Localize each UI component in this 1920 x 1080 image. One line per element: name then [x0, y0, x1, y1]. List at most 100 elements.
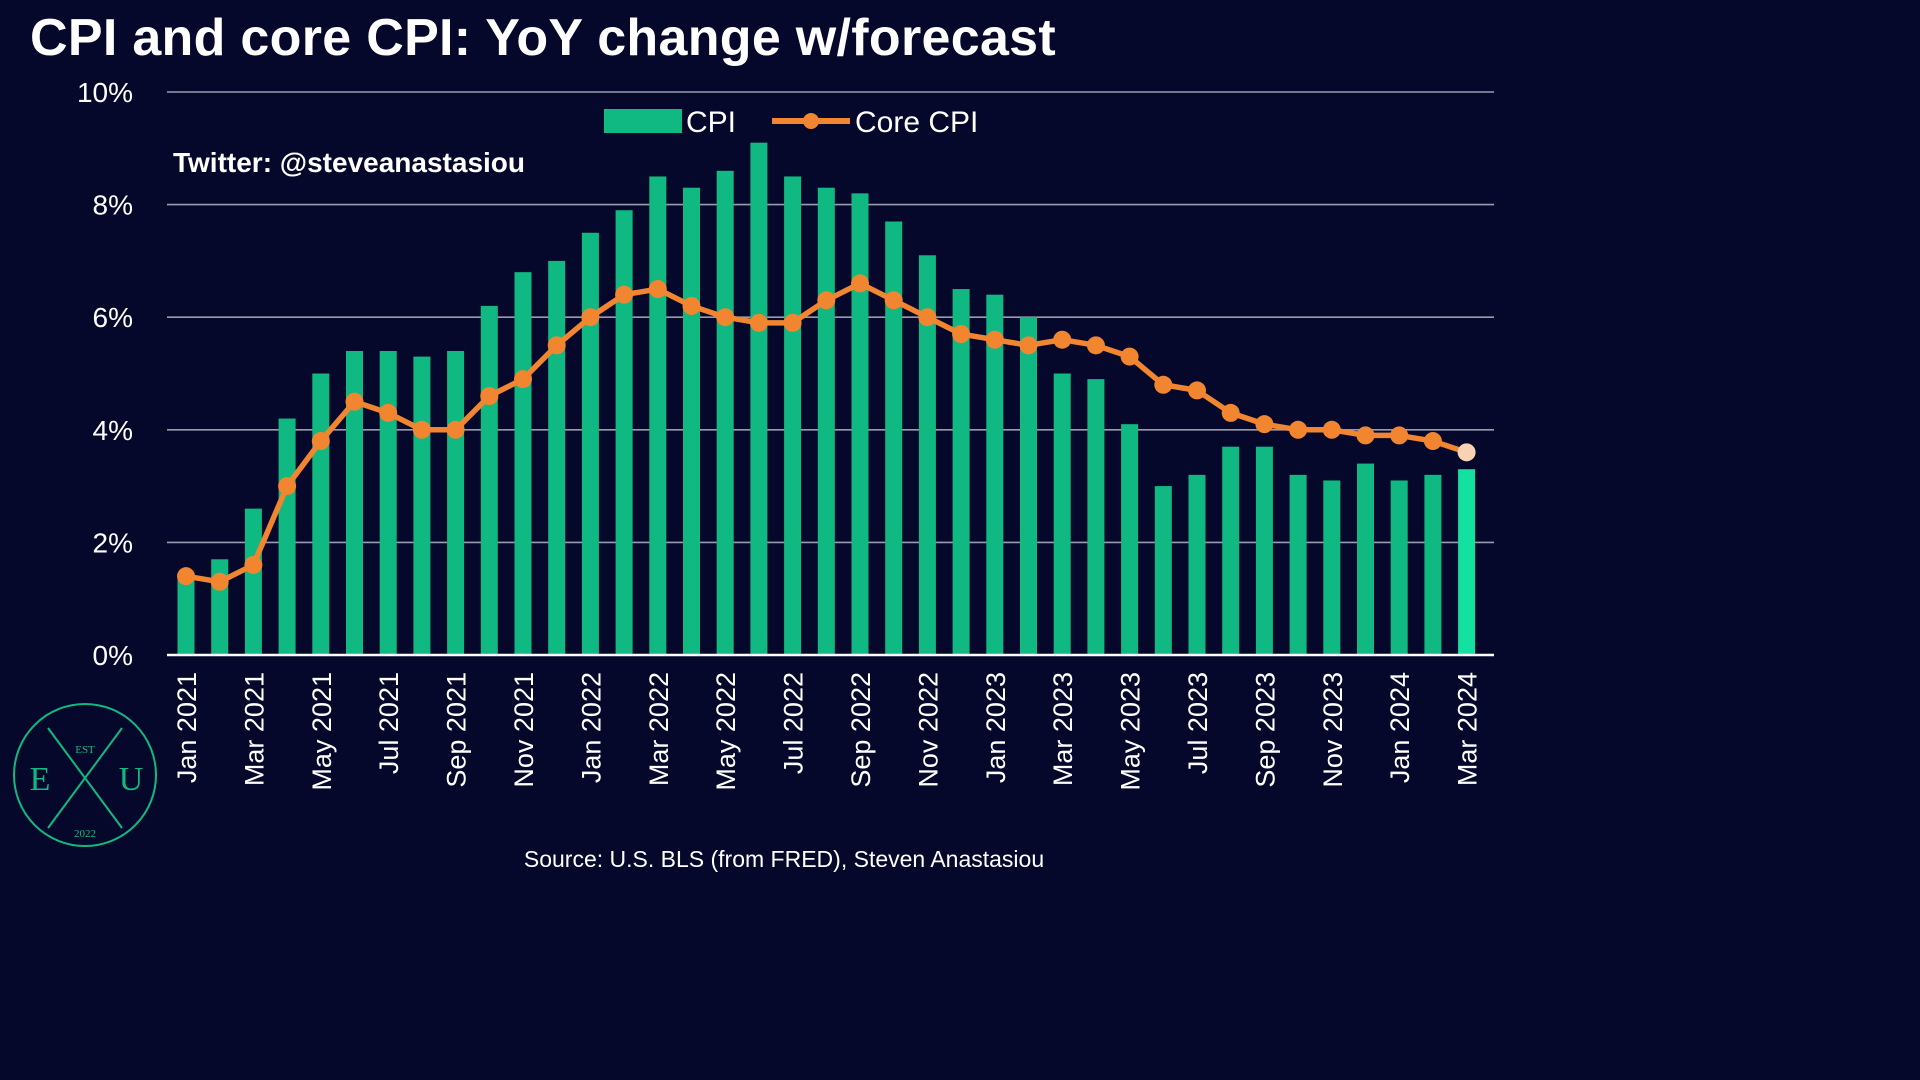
cpi-bar	[1289, 474, 1307, 655]
cpi-bar	[244, 508, 262, 655]
y-tick-label: 8%	[93, 190, 133, 221]
core-cpi-point	[412, 420, 431, 439]
y-tick-label: 2%	[93, 527, 133, 558]
core-cpi-point	[210, 572, 229, 591]
core-cpi-point	[1390, 426, 1409, 445]
core-cpi-point	[918, 308, 937, 327]
core-cpi-point	[1053, 330, 1072, 349]
cpi-bar	[952, 289, 970, 655]
cpi-bar	[683, 187, 700, 655]
core-cpi-point	[851, 274, 869, 293]
logo-cross-line	[47, 727, 123, 829]
x-tick-label: Sep 2022	[846, 672, 876, 788]
cpi-bar	[1053, 373, 1071, 655]
core-cpi-point	[1356, 426, 1375, 445]
cpi-bar-forecast	[1458, 469, 1476, 655]
cpi-bar	[1121, 424, 1139, 655]
logo-letter-e: E	[30, 761, 51, 798]
cpi-bar	[885, 221, 903, 656]
logo-est: EST	[75, 744, 95, 756]
cpi-bar	[548, 260, 566, 655]
core-cpi-point	[749, 313, 768, 332]
x-tick-label: Jan 2023	[981, 672, 1011, 783]
core-cpi-point-forecast	[1457, 443, 1476, 462]
cpi-bar	[447, 350, 465, 655]
twitter-handle: Twitter: @steveanastasiou	[173, 147, 525, 178]
logo-ring	[13, 703, 157, 847]
cpi-bar	[1188, 474, 1206, 655]
cpi-bar	[1357, 463, 1374, 655]
cpi-bar	[1390, 480, 1408, 655]
core-cpi-point	[311, 432, 330, 451]
cpi-bar	[750, 142, 768, 656]
core-cpi-point	[514, 370, 532, 389]
x-tick-label: Nov 2022	[913, 672, 943, 788]
x-tick-label: May 2022	[711, 672, 741, 791]
cpi-bar	[346, 350, 363, 655]
legend: CPI Core CPI	[604, 106, 978, 139]
legend-swatch-core-marker	[803, 113, 819, 129]
x-tick-label: Jan 2024	[1385, 672, 1415, 783]
x-tick-label: Sep 2023	[1250, 672, 1280, 788]
x-tick-label: May 2023	[1116, 672, 1146, 791]
cpi-bar	[278, 418, 296, 655]
legend-swatch-cpi	[604, 109, 682, 133]
cpi-bar	[1255, 446, 1273, 655]
cpi-bar	[649, 176, 667, 655]
x-tick-label: Mar 2021	[239, 672, 269, 786]
core-cpi-point	[1019, 336, 1038, 355]
core-cpi-point	[177, 567, 195, 586]
x-tick-label: Nov 2021	[509, 672, 539, 788]
source-note: Source: U.S. BLS (from FRED), Steven Ana…	[523, 846, 1045, 872]
cpi-bar	[413, 356, 431, 655]
core-cpi-point	[244, 555, 263, 574]
x-tick-label: Mar 2024	[1453, 672, 1483, 786]
exu-logo: EST E U 2022	[13, 703, 157, 847]
y-tick-label: 10%	[77, 77, 133, 108]
core-cpi-series	[177, 274, 1476, 591]
core-cpi-point	[648, 280, 667, 299]
cpi-bar	[851, 193, 869, 655]
core-cpi-point	[547, 336, 566, 355]
x-tick-label: Jan 2022	[576, 672, 606, 783]
cpi-bar	[514, 272, 532, 655]
core-cpi-point	[952, 325, 971, 344]
cpi-bar	[177, 576, 195, 655]
cpi-bar	[581, 232, 599, 655]
x-tick-label: Mar 2022	[644, 672, 674, 786]
cpi-bar	[986, 294, 1004, 655]
x-tick-label: Jul 2022	[779, 672, 809, 774]
cpi-bar	[615, 210, 633, 656]
core-cpi-point	[884, 291, 903, 310]
cpi-bar	[1020, 317, 1037, 655]
core-cpi-point	[1086, 336, 1105, 355]
x-tick-label: Mar 2023	[1048, 672, 1078, 786]
core-cpi-point	[278, 477, 297, 496]
x-tick-label: May 2021	[307, 672, 337, 791]
logo-letter-u: U	[119, 761, 144, 798]
x-tick-label: Jul 2021	[374, 672, 404, 774]
core-cpi-point	[379, 403, 398, 422]
cpi-bar	[716, 170, 734, 655]
core-cpi-point	[817, 291, 836, 310]
y-tick-label: 6%	[93, 302, 133, 333]
cpi-bar	[817, 187, 835, 655]
cpi-bar	[918, 255, 936, 655]
cpi-bar	[1154, 486, 1172, 655]
core-cpi-point	[682, 296, 701, 315]
core-cpi-point	[985, 330, 1004, 349]
core-cpi-point	[615, 285, 634, 304]
core-cpi-point	[1120, 347, 1139, 366]
core-cpi-point	[1221, 403, 1240, 422]
core-cpi-point	[716, 308, 735, 327]
core-cpi-point	[345, 392, 364, 411]
cpi-bar	[1222, 446, 1240, 655]
core-cpi-point	[1423, 432, 1442, 451]
cpi-bar	[784, 176, 802, 655]
core-cpi-point	[446, 420, 465, 439]
cpi-bar	[379, 350, 397, 655]
core-cpi-point	[581, 308, 600, 327]
y-tick-label: 0%	[93, 640, 133, 671]
y-tick-label: 4%	[93, 415, 133, 446]
logo-year: 2022	[74, 828, 96, 840]
